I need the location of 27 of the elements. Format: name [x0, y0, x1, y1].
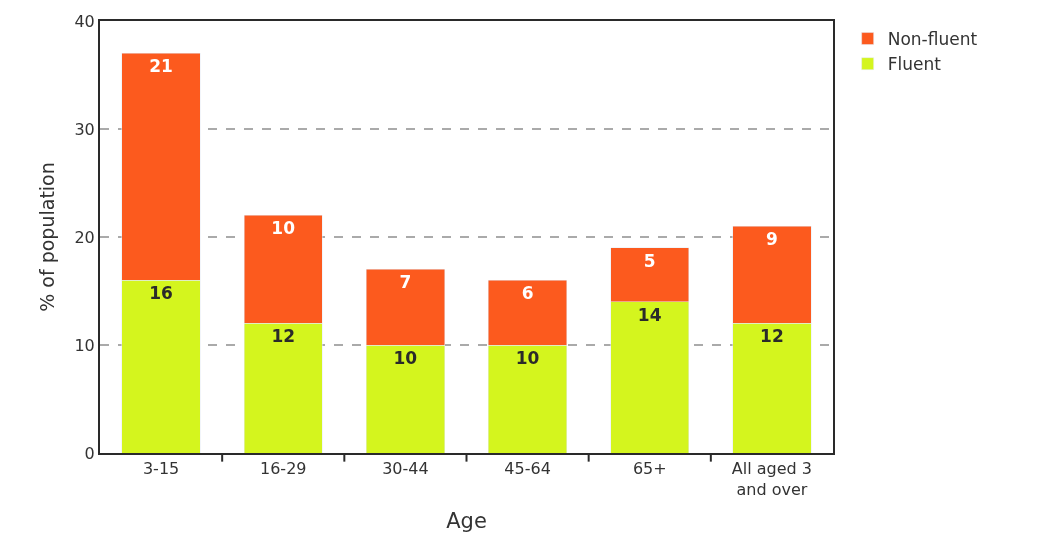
data-label: 10 [393, 348, 418, 368]
x-tick-label: 65+ [632, 459, 667, 479]
y-tick-label: 40 [74, 11, 95, 31]
x-tick-label: 45-64 [504, 459, 551, 479]
data-label: 21 [149, 56, 173, 77]
data-label: 6 [521, 283, 534, 304]
y-tick-label: 30 [74, 119, 95, 139]
y-tick-label: 0 [84, 443, 95, 463]
data-label: 12 [271, 326, 296, 347]
data-label: 7 [399, 272, 412, 293]
data-label: 14 [637, 304, 662, 325]
x-tick-label: All aged 3 and over [731, 459, 812, 499]
data-label: 10 [271, 218, 296, 239]
data-label: 10 [515, 348, 540, 368]
data-label: 9 [765, 229, 778, 250]
data-label: 16 [149, 283, 173, 304]
y-tick-label: 20 [74, 227, 95, 247]
x-tick-label: 30-44 [382, 459, 429, 479]
x-tick-label: 3-15 [142, 459, 180, 479]
data-label: 5 [643, 250, 656, 271]
y-tick-label: 10 [74, 335, 95, 355]
x-tick-label: 16-29 [260, 459, 307, 479]
x-axis-title: Age [446, 508, 487, 533]
data-label: 12 [760, 326, 784, 347]
legend-label: Non-fluent [887, 29, 978, 50]
legend-label: Fluent [887, 54, 942, 75]
y-axis-title: % of population [35, 162, 58, 312]
